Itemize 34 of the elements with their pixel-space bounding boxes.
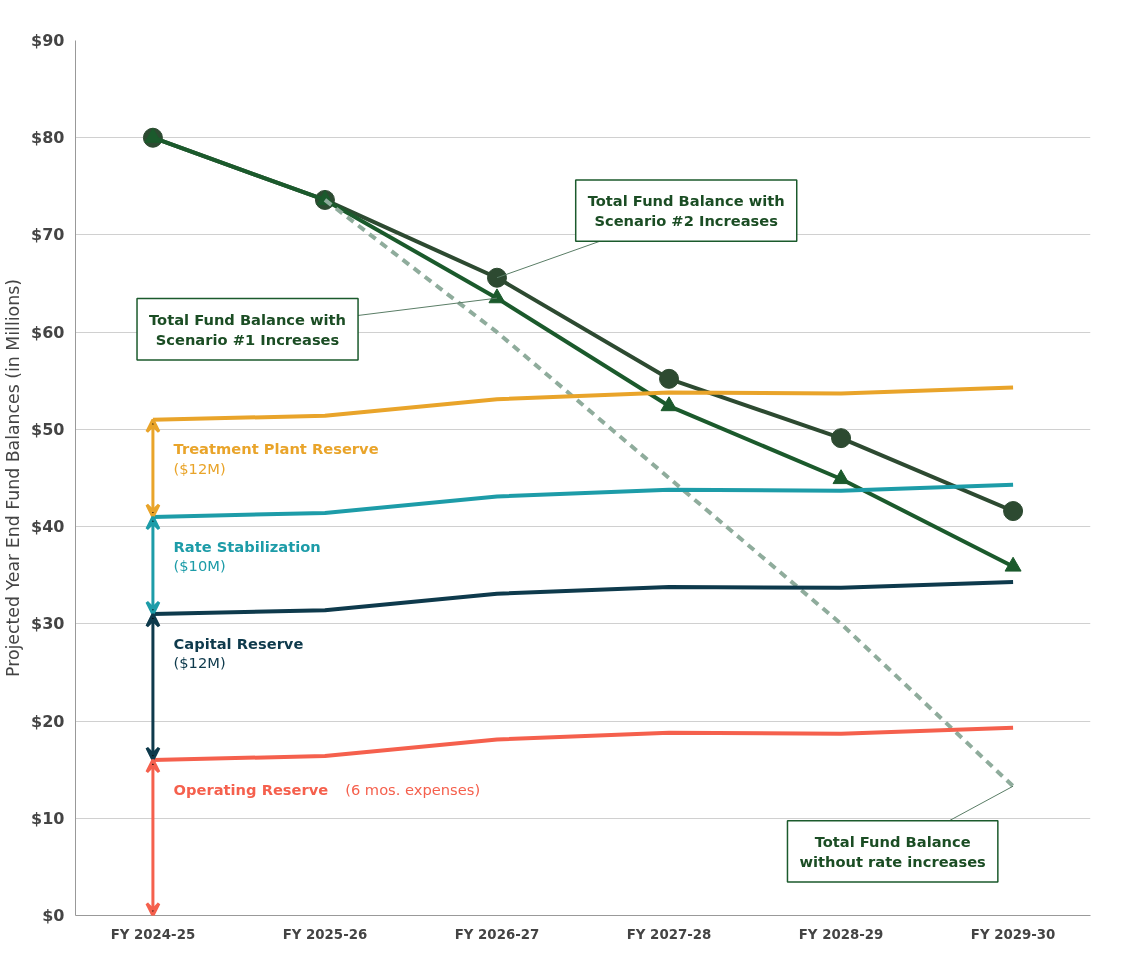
annotation: (6 mos. expenses) <box>345 780 481 798</box>
annotation: Capital Reserve <box>173 634 304 652</box>
y-tick-label: $60 <box>31 322 65 342</box>
point <box>488 288 506 304</box>
y-tick-label: $70 <box>31 225 65 245</box>
x-tick-label: FY 2024-25 <box>110 926 196 942</box>
x-tick-label: FY 2026-27 <box>454 926 540 942</box>
x-tick-label: FY 2027-28 <box>626 926 712 942</box>
y-axis-title: Projected Year End Fund Balances (in Millions) <box>3 279 24 677</box>
y-tick-label: $10 <box>31 808 65 828</box>
y-tick-label: $40 <box>31 517 65 537</box>
y-tick-label: $50 <box>31 419 65 439</box>
y-tick-label: $90 <box>31 31 65 50</box>
annotation: Total Fund Balance with Scenario #2 Increases <box>587 191 785 230</box>
y-tick-label: $20 <box>31 711 65 731</box>
annotation: Total Fund Balance without rate increases <box>799 832 987 871</box>
x-tick-label: FY 2028-29 <box>798 926 884 942</box>
x-tick-label: FY 2025-26 <box>282 926 368 942</box>
annotation: Total Fund Balance with Scenario #1 Increases <box>149 310 347 348</box>
point <box>832 469 850 485</box>
point <box>1004 556 1022 572</box>
point <box>660 396 678 412</box>
point <box>486 267 507 288</box>
annotation: ($12M) <box>173 654 226 672</box>
point <box>659 368 680 389</box>
y-tick-label: $0 <box>42 906 65 925</box>
y-tick-label: $80 <box>31 128 65 148</box>
annotation: ($12M) <box>173 459 226 477</box>
annotation: Operating Reserve <box>173 780 329 798</box>
annotation: ($10M) <box>173 557 226 574</box>
x-tick-label: FY 2029-30 <box>970 926 1056 942</box>
y-tick-label: $30 <box>31 614 65 634</box>
annotation: Treatment Plant Reserve <box>173 440 379 458</box>
annotation: Rate Stabilization <box>173 537 321 555</box>
